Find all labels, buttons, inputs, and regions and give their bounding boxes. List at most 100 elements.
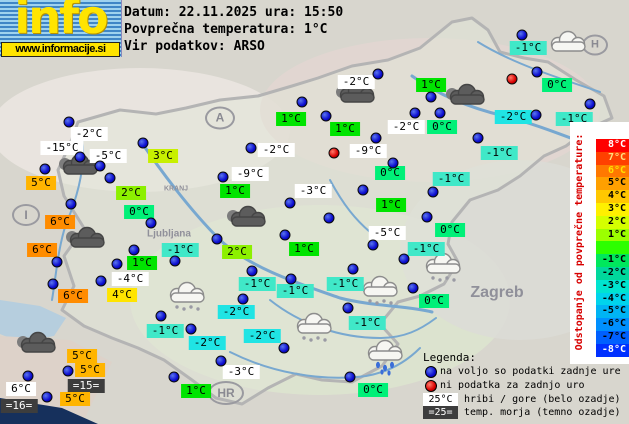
station-dot [94,160,106,172]
temp-label: 1°C [276,112,306,126]
station-dot [137,137,149,149]
station-dot [65,198,77,210]
station-dot-no-data [328,147,340,159]
temp-label: -1°C [509,41,547,55]
station-dot [387,157,399,169]
station-dot [584,98,596,110]
station-dot [472,132,484,144]
scale-row: 2°C [596,215,629,229]
temp-label: -2°C [387,120,425,134]
scale-row: 4°C [596,190,629,203]
dark-cloud-icon [62,226,112,268]
station-dot [51,256,63,268]
station-dot [155,310,167,322]
temp-label: -4°C [111,272,149,286]
temp-label: 1°C [127,256,157,270]
temp-label: -3°C [294,184,332,198]
temp-label: -2°C [70,127,108,141]
station-dot [168,371,180,383]
temp-label: =15= [67,379,105,393]
legend-item-text: ni podatka za zadnjo uro [440,380,585,391]
snow-cloud-icon [289,312,339,354]
station-dot [530,109,542,121]
station-dot [357,184,369,196]
scale-row [596,241,629,255]
station-dot [104,172,116,184]
temp-label: 2°C [222,245,252,259]
temp-label: 0°C [435,223,465,237]
logo-url[interactable]: www.informacije.si [1,42,120,57]
temp-label: -2°C [217,305,255,319]
temp-label: 0°C [358,383,388,397]
temp-label: -9°C [349,144,387,158]
station-dot [425,91,437,103]
temp-label: 0°C [542,78,572,92]
station-dot [347,263,359,275]
station-dot [74,151,86,163]
temp-label: -1°C [348,316,386,330]
scale-row: -2°C [596,266,629,280]
temp-label: 4°C [107,288,137,302]
temp-label: 0°C [124,205,154,219]
station-dot [217,171,229,183]
temp-label: -9°C [231,167,269,181]
station-dot [372,68,384,80]
station-dot [370,132,382,144]
station-dot [516,29,528,41]
legend-blue-dot-icon [425,366,437,378]
station-dot [421,211,433,223]
header-avg-temp-line: Povprečna temperatura: 1°C [124,22,328,37]
station-dot [41,391,53,403]
header-date-line: Datum: 22.11.2025 ura: 15:50 [124,5,344,20]
station-dot [367,239,379,251]
dark-cloud-icon [332,81,382,123]
station-dot [22,370,34,382]
temp-label: 6°C [27,243,57,257]
station-dot [47,278,59,290]
station-dot [398,253,410,265]
color-scale-cells: 8°C 7°C 6°C 5°C 4°C 3°C 2°C 1°C -1°C -2°C -3°C -4°C… [596,139,629,357]
temp-label: -2°C [243,329,281,343]
station-dot [285,273,297,285]
station-dot [39,163,51,175]
site-logo[interactable]: info www.informacije.si [0,0,122,57]
station-dot [246,265,258,277]
legend-item-text: hribi / gore (belo ozadje) [464,394,621,405]
header-source-line: Vir podatkov: ARSO [124,39,265,54]
station-dot [128,244,140,256]
temp-label: -1°C [480,146,518,160]
temp-label: -1°C [238,277,276,291]
station-dot [111,258,123,270]
station-dot [320,110,332,122]
legend-white-sample: 25°C [423,393,458,406]
station-dot [169,255,181,267]
city-label: Zagreb [470,284,524,301]
temp-label: 1°C [416,78,446,92]
scale-row: 3°C [596,202,629,216]
temp-label: 0°C [375,166,405,180]
station-dot [237,293,249,305]
station-dot [531,66,543,78]
temp-label: -2°C [188,336,226,350]
temp-label: -1°C [146,324,184,338]
temp-label: -2°C [494,110,532,124]
country-label-hr: HR [208,381,244,405]
temp-label: -1°C [432,172,470,186]
dark-cloud-icon [442,83,492,125]
city-label: KRANJ [163,185,189,193]
station-dot [145,217,157,229]
temp-label: 6°C [45,215,75,229]
legend-item-text: temp. morja (temno ozadje) [464,407,621,418]
scale-row: 5°C [596,177,629,191]
temp-label: =16= [0,399,38,413]
station-dot [407,282,419,294]
temp-label: 6°C [6,382,36,396]
station-dot [434,107,446,119]
temp-label: 1°C [289,242,319,256]
station-dot [344,371,356,383]
logo-text: info [14,0,108,44]
temp-label: 5°C [60,392,90,406]
station-dot [323,212,335,224]
snow-cloud-icon [162,281,212,323]
